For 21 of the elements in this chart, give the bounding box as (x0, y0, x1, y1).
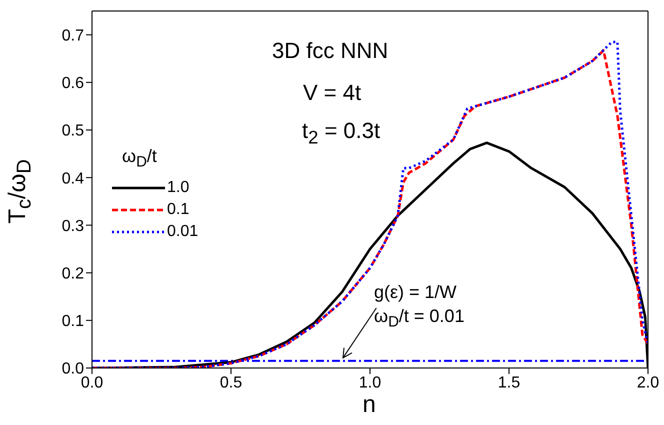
legend-title: ω$_{D}$/t (122, 146, 158, 171)
x-tick-label: 1.5 (498, 374, 520, 392)
y-tick-label: 0.6 (62, 75, 84, 92)
y-tick-label: 0.4 (62, 170, 84, 188)
x-tick-label: 2.0 (636, 374, 660, 392)
legend-label: 0.1 (167, 200, 190, 219)
legend-label: 0.01 (167, 222, 198, 241)
legend-label: 1.0 (167, 178, 190, 197)
y-tick-label: 0.7 (62, 27, 84, 44)
y-tick-label: 0.3 (62, 218, 84, 235)
annotation: t$_{2}$ = 0.3t (302, 118, 380, 148)
x-tick-label: 0.5 (220, 374, 242, 392)
annotation: 3D fcc NNN (272, 38, 388, 64)
x-axis-title: n (362, 391, 376, 419)
annotation: V = 4t (303, 80, 362, 106)
annotation: g(ε) = 1/W (374, 282, 457, 303)
y-tick-label: 0.1 (62, 313, 84, 330)
y-tick-label: 0.2 (62, 265, 84, 282)
x-tick-label: 1.0 (358, 374, 382, 392)
annotation: ω$_{D}$/t = 0.01 (374, 306, 464, 331)
y-tick-label: 0.5 (62, 122, 84, 140)
